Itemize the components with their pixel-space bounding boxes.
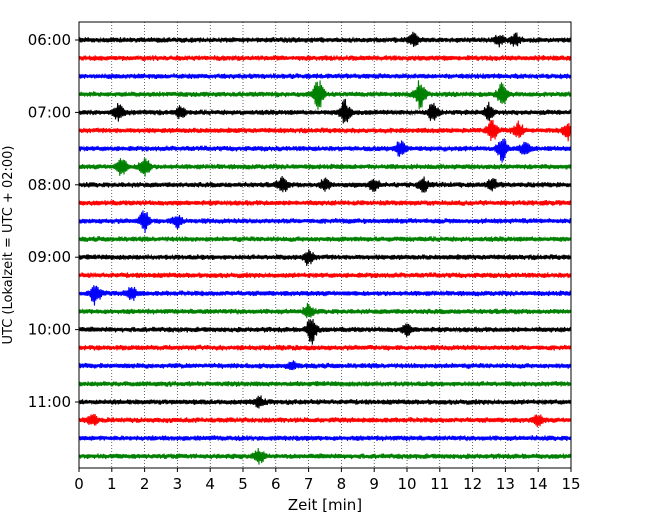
x-tick-label-1: 1 xyxy=(107,475,117,493)
trace-06:15 xyxy=(78,54,572,62)
trace-08:15 xyxy=(78,199,572,207)
y-axis-ticks: 06:00 07:00 08:00 09:00 10:00 11:00 xyxy=(28,31,79,411)
y-tick-label-3: 09:00 xyxy=(28,248,71,266)
x-tick-label-2: 2 xyxy=(140,475,150,493)
x-tick-label-12: 12 xyxy=(463,475,482,493)
trace-10:30 xyxy=(78,360,572,371)
trace-11:15 xyxy=(78,413,572,428)
seismic-traces xyxy=(78,31,572,465)
trace-10:45 xyxy=(78,380,572,388)
x-tick-label-15: 15 xyxy=(561,475,580,493)
trace-11:30 xyxy=(78,434,572,442)
plot-frame xyxy=(78,21,572,469)
x-tick-label-11: 11 xyxy=(430,475,449,493)
y-axis-label: UTC (Lokalzeit = UTC + 02:00) xyxy=(1,146,16,345)
trace-07:00 xyxy=(78,98,572,124)
x-tick-label-6: 6 xyxy=(271,475,281,493)
trace-09:30 xyxy=(78,285,572,306)
trace-07:15 xyxy=(78,119,572,142)
y-tick-label-0: 06:00 xyxy=(28,31,71,49)
x-axis-label: Zeit [min] xyxy=(288,496,362,514)
x-tick-label-9: 9 xyxy=(369,475,379,493)
trace-08:30 xyxy=(78,210,572,233)
y-tick-label-2: 08:00 xyxy=(28,176,71,194)
grid-lines xyxy=(111,22,539,468)
y-tick-label-1: 07:00 xyxy=(28,103,71,121)
trace-06:45 xyxy=(78,80,572,110)
x-axis-ticks: 0 1 2 3 4 5 6 7 8 9 10 11 12 13 14 15 xyxy=(74,468,581,493)
x-tick-label-7: 7 xyxy=(304,475,314,493)
x-tick-label-4: 4 xyxy=(205,475,215,493)
trace-09:15 xyxy=(78,271,572,279)
trace-10:15 xyxy=(78,344,572,352)
trace-10:00 xyxy=(78,319,572,345)
x-tick-label-8: 8 xyxy=(337,475,347,493)
trace-06:00 xyxy=(78,31,572,48)
x-tick-label-3: 3 xyxy=(173,475,183,493)
y-tick-label-4: 10:00 xyxy=(28,321,71,339)
x-tick-label-14: 14 xyxy=(529,475,548,493)
trace-08:00 xyxy=(78,176,572,193)
x-tick-label-10: 10 xyxy=(397,475,416,493)
trace-06:30 xyxy=(78,72,572,80)
trace-11:00 xyxy=(78,395,572,409)
trace-11:45 xyxy=(78,448,572,465)
trace-09:00 xyxy=(78,249,572,267)
y-tick-label-5: 11:00 xyxy=(28,393,71,411)
x-tick-label-0: 0 xyxy=(74,475,84,493)
trace-08:45 xyxy=(78,235,572,243)
x-tick-label-13: 13 xyxy=(496,475,515,493)
x-tick-label-5: 5 xyxy=(238,475,248,493)
trace-07:45 xyxy=(78,158,572,177)
trace-07:30 xyxy=(78,138,572,163)
trace-09:45 xyxy=(78,302,572,319)
